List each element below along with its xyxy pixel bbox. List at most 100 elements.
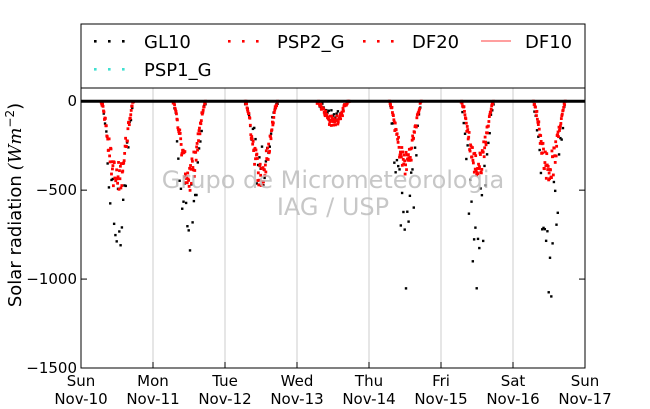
point-gl10-d5-19 <box>484 184 487 187</box>
point-df20-d3-15 <box>322 110 326 114</box>
point-df20-d1-11 <box>176 128 180 131</box>
point-df20-d0-56 <box>126 139 129 143</box>
point-df20-d5-48 <box>482 140 486 144</box>
point-df20-d6-16 <box>539 134 543 137</box>
point-df20-d0-34 <box>115 177 119 181</box>
point-df20-d2-17 <box>251 139 255 143</box>
point-df20-d4-59 <box>415 116 419 120</box>
point-gl10-d5-20 <box>485 153 489 156</box>
point-df20-d5-26 <box>471 161 475 165</box>
point-df20-d5-40 <box>478 151 482 155</box>
lg-df20-dot-1 <box>377 40 380 43</box>
point-df20-d2-48 <box>266 146 270 150</box>
point-df20-d1-35 <box>188 166 191 170</box>
point-df20-d6-59 <box>559 122 563 125</box>
point-df20-d0-54 <box>125 145 128 149</box>
point-df20-d1-31 <box>186 171 190 175</box>
point-gl10-d5-9 <box>471 260 475 263</box>
point-df20-d2-41 <box>263 168 266 172</box>
point-df20-d2-50 <box>267 142 271 146</box>
point-gl10-d6-7 <box>541 228 544 231</box>
x-tick-label-date-6: Nov-16 <box>486 390 539 408</box>
point-df20-d2-39 <box>262 180 265 184</box>
point-gl10-d2-19 <box>268 145 271 148</box>
point-df20-d5-60 <box>487 115 491 119</box>
point-df20-d1-15 <box>178 131 182 135</box>
point-gl10-d5-18 <box>483 164 486 168</box>
point-df20-d4-54 <box>413 130 416 134</box>
point-df20-d1-22 <box>182 149 185 153</box>
point-df20-d5-6 <box>462 105 466 109</box>
point-df20-d3-36 <box>332 117 336 121</box>
point-df20-d6-15 <box>538 142 542 145</box>
point-df20-d1-46 <box>193 169 197 172</box>
point-df20-d6-62 <box>560 112 564 116</box>
point-gl10-d6-5 <box>538 148 541 152</box>
point-df20-d2-51 <box>267 151 271 155</box>
point-df20-d1-5 <box>174 108 177 112</box>
point-df20-d5-33 <box>475 173 479 177</box>
point-df20-d1-9 <box>175 118 179 122</box>
point-gl10-d2-13 <box>260 145 264 148</box>
point-df20-d1-48 <box>194 150 198 154</box>
point-df20-d3-29 <box>329 118 333 122</box>
point-gl10-d2-8 <box>254 137 257 141</box>
point-df20-d1-29 <box>185 175 189 179</box>
point-gl10-d5-11 <box>474 226 477 229</box>
point-df20-d2-25 <box>255 152 259 156</box>
point-df20-d2-63 <box>273 108 277 112</box>
point-df20-d6-65 <box>562 105 566 109</box>
point-gl10-d4-7 <box>397 164 400 168</box>
point-df20-d5-14 <box>466 128 470 131</box>
point-gl10-d1-13 <box>188 249 192 252</box>
point-df20-d2-49 <box>266 158 270 161</box>
point-df20-d5-45 <box>480 149 484 152</box>
point-df20-d0-18 <box>108 154 112 158</box>
y-axis: 0 −500 −1000 −1500 <box>26 92 585 377</box>
point-df20-d5-30 <box>473 167 477 171</box>
point-df20-d3-35 <box>332 123 335 127</box>
point-df20-d1-40 <box>190 157 194 161</box>
lg-psp1-dot-1 <box>108 68 111 71</box>
point-gl10-d6-12 <box>547 291 550 294</box>
point-df20-d2-52 <box>268 149 271 153</box>
point-df20-d1-56 <box>198 126 201 130</box>
point-gl10-d0-4 <box>105 130 108 133</box>
point-gl10-d2-15 <box>263 176 266 180</box>
point-gl10-d2-10 <box>256 163 260 167</box>
point-df20-d5-50 <box>483 146 487 150</box>
point-df20-d1-17 <box>179 143 183 146</box>
point-gl10-d0-8 <box>110 178 113 182</box>
point-df20-d1-34 <box>187 184 191 188</box>
point-df20-d4-33 <box>403 159 407 163</box>
x-tick-label-day-3: Wed <box>281 372 314 390</box>
point-df20-d4-64 <box>417 108 421 112</box>
point-df20-d0-46 <box>121 169 125 173</box>
point-df20-d5-61 <box>488 113 492 117</box>
point-df20-d6-17 <box>539 140 543 143</box>
point-df20-d5-35 <box>476 166 479 170</box>
point-gl10-d2-11 <box>258 156 261 159</box>
point-df20-d6-50 <box>555 144 559 148</box>
point-df20-d2-30 <box>257 178 261 182</box>
point-gl10-d4-11 <box>402 210 405 214</box>
point-gl10-d4-12 <box>403 228 406 231</box>
point-df20-d3-16 <box>323 112 327 116</box>
point-df20-d6-34 <box>547 171 551 175</box>
point-df20-d1-55 <box>197 129 201 133</box>
point-df20-d6-31 <box>546 168 550 171</box>
point-gl10-d2-25 <box>276 102 279 106</box>
point-df20-d4-15 <box>394 128 398 132</box>
point-df20-d6-3 <box>533 102 536 106</box>
point-df20-d2-14 <box>250 135 254 138</box>
y-tick-label-1: −500 <box>36 181 77 199</box>
point-df20-d5-24 <box>471 146 474 149</box>
point-gl10-d2-21 <box>271 116 274 119</box>
point-df20-d0-26 <box>111 184 115 188</box>
point-df20-d0-35 <box>116 181 119 185</box>
point-df20-d6-57 <box>558 127 562 130</box>
point-df20-d3-45 <box>336 120 340 124</box>
point-df20-d2-35 <box>260 167 263 170</box>
point-df20-d3-51 <box>339 113 343 117</box>
lg-gl10-dot-0 <box>94 40 97 43</box>
